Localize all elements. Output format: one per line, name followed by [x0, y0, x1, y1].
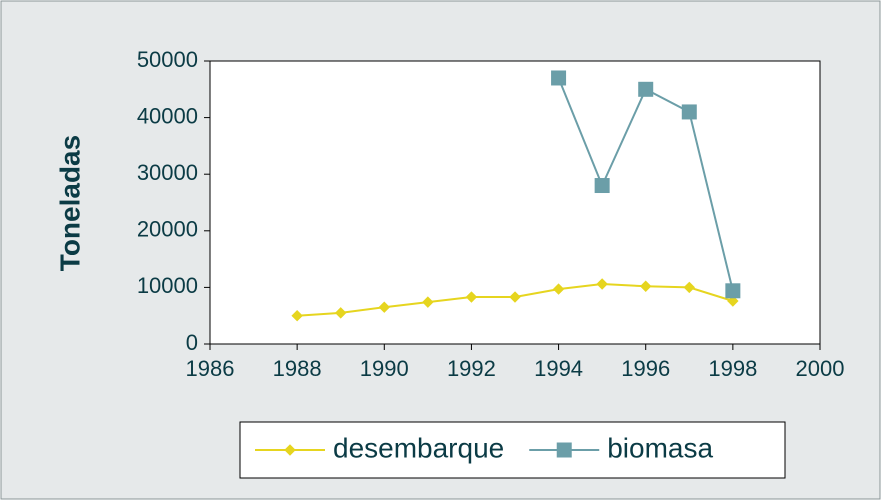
marker: [640, 280, 652, 292]
x-tick-label: 2000: [796, 356, 845, 381]
y-tick-label: 10000: [137, 273, 198, 298]
legend-label: biomasa: [607, 432, 713, 463]
marker: [465, 291, 478, 303]
marker: [509, 291, 521, 303]
marker: [422, 296, 434, 308]
marker: [596, 278, 608, 290]
x-tick-label: 1990: [360, 356, 409, 381]
y-tick-label: 0: [186, 330, 198, 355]
x-tick-label: 1986: [186, 356, 235, 381]
x-tick-label: 1994: [534, 356, 583, 381]
y-tick-label: 50000: [137, 47, 198, 72]
marker: [638, 81, 654, 97]
marker: [556, 442, 572, 458]
y-tick-label: 40000: [137, 103, 198, 128]
marker: [681, 104, 697, 120]
marker: [594, 178, 610, 194]
y-axis-label: Toneladas: [54, 135, 85, 271]
marker: [683, 281, 695, 294]
marker: [291, 309, 303, 322]
legend-label: desembarque: [333, 432, 504, 463]
x-tick-label: 1988: [273, 356, 322, 381]
x-tick-label: 1992: [447, 356, 496, 381]
y-tick-label: 30000: [137, 160, 198, 185]
marker: [335, 307, 347, 319]
x-tick-label: 1996: [621, 356, 670, 381]
legend-box: [239, 421, 786, 479]
marker: [378, 301, 390, 313]
x-tick-label: 1998: [708, 356, 757, 381]
marker: [725, 283, 741, 299]
marker: [552, 283, 565, 295]
marker: [727, 295, 739, 307]
marker: [551, 70, 567, 86]
marker: [284, 444, 296, 456]
y-tick-label: 20000: [137, 217, 198, 242]
